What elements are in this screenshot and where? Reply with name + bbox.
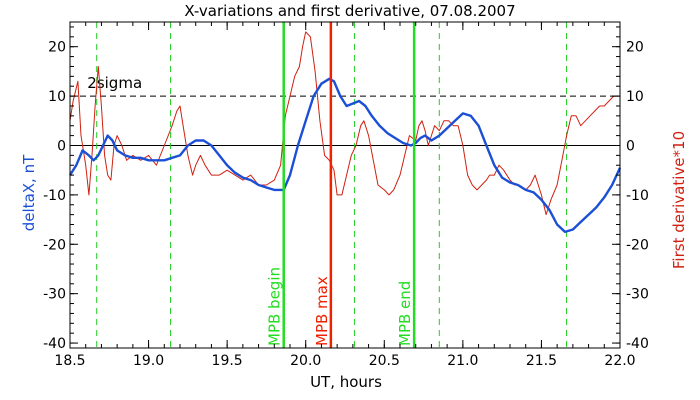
- x-tick-label: 20.0: [290, 353, 321, 369]
- x-tick-label: 20.5: [369, 353, 400, 369]
- x-tick-label: 21.0: [447, 353, 478, 369]
- y-tick-label-left: 0: [57, 138, 66, 154]
- y-tick-label-left: 10: [48, 89, 66, 105]
- chart-title: X-variations and first derivative, 07.08…: [184, 2, 515, 20]
- x-axis-label: UT, hours: [310, 373, 382, 391]
- y-tick-label-right: -40: [626, 336, 649, 352]
- y-tick-label-right: 0: [626, 138, 635, 154]
- marker-label: MPB begin: [266, 267, 284, 346]
- marker-label: MPB end: [396, 281, 414, 346]
- y-tick-label-left: -30: [43, 287, 66, 303]
- marker-label: MPB max: [313, 276, 331, 346]
- y-tick-label-left: -20: [43, 237, 66, 253]
- x-tick-label: 18.5: [54, 353, 85, 369]
- y-tick-label-left: -40: [43, 336, 66, 352]
- y-tick-label-left: 20: [48, 40, 66, 56]
- x-tick-label: 19.5: [212, 353, 243, 369]
- y-tick-label-right: 10: [626, 89, 644, 105]
- x-tick-label: 21.5: [526, 353, 557, 369]
- y-tick-label-right: -30: [626, 287, 649, 303]
- y-tick-label-left: -10: [43, 188, 66, 204]
- plot-frame: [69, 21, 621, 349]
- x-tick-label: 22.0: [604, 353, 635, 369]
- plot-area: 2sigma MPB begin MPB max MPB end 18.5 19.0 19.…: [43, 21, 649, 369]
- y-tick-label-right: 20: [626, 40, 644, 56]
- y-axis-label-right: First derivative*10: [670, 131, 688, 269]
- y-axis-label-left: deltaX, nT: [20, 154, 38, 231]
- x-tick-label: 19.0: [133, 353, 164, 369]
- series-deltax-line: [68, 77, 622, 234]
- threshold-label: 2sigma: [87, 74, 142, 92]
- series-derivative-line: [69, 31, 620, 216]
- y-tick-label-right: -20: [626, 237, 649, 253]
- y-tick-label-right: -10: [626, 188, 649, 204]
